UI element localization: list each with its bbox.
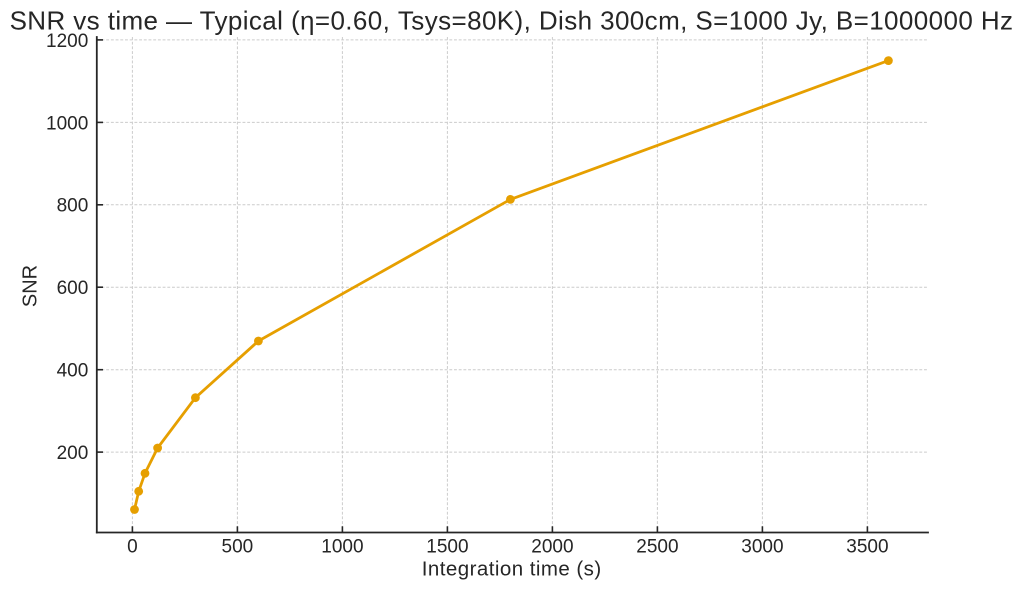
svg-text:1000: 1000	[321, 536, 363, 557]
svg-text:200: 200	[57, 443, 89, 464]
svg-text:500: 500	[222, 536, 254, 557]
svg-text:400: 400	[57, 361, 89, 382]
svg-text:SNR vs time — Typical (η=0.60,: SNR vs time — Typical (η=0.60, Tsys=80K)…	[10, 6, 1014, 36]
svg-text:1500: 1500	[426, 536, 468, 557]
svg-text:Integration time (s): Integration time (s)	[422, 557, 602, 580]
svg-text:1000: 1000	[46, 113, 88, 134]
svg-text:2000: 2000	[531, 536, 573, 557]
svg-text:3000: 3000	[741, 536, 783, 557]
svg-text:0: 0	[127, 536, 138, 557]
svg-text:3500: 3500	[846, 536, 888, 557]
svg-text:600: 600	[57, 278, 89, 299]
svg-text:SNR: SNR	[20, 265, 42, 307]
svg-text:2500: 2500	[636, 536, 678, 557]
svg-text:1200: 1200	[46, 31, 88, 52]
svg-text:800: 800	[57, 196, 89, 217]
